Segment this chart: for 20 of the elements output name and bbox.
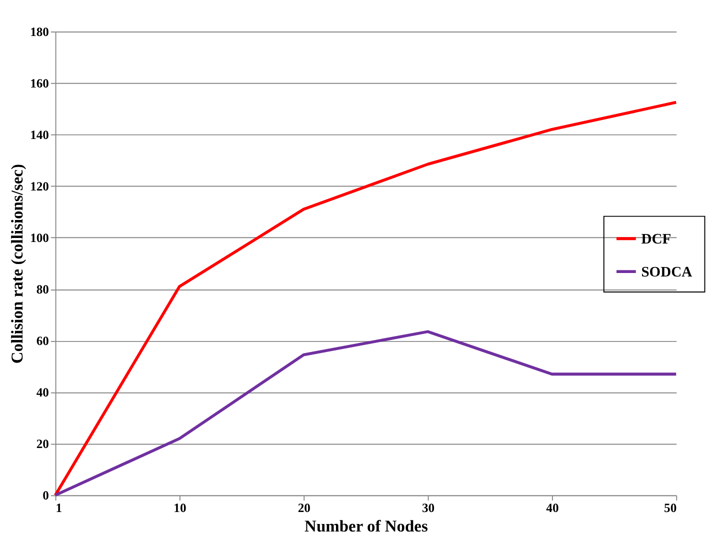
x-tick-label: 40 — [546, 501, 559, 516]
y-tick-label: 60 — [36, 334, 49, 348]
legend-label: DCF — [641, 231, 672, 248]
y-tick-label: 180 — [30, 24, 49, 39]
x-tick-label: 50 — [664, 501, 677, 516]
legend-label: SODCA — [641, 264, 693, 280]
y-axis-title: Collision rate (collisions/sec) — [7, 164, 26, 364]
y-tick-label: 20 — [36, 437, 49, 452]
y-tick-label: 80 — [36, 282, 49, 296]
y-tick-label: 100 — [30, 230, 49, 245]
y-tick-label: 40 — [36, 386, 49, 400]
y-tick-label: 120 — [30, 179, 49, 194]
x-tick-label: 20 — [298, 501, 310, 516]
x-tick-label: 30 — [422, 501, 435, 516]
y-tick-label: 140 — [30, 128, 49, 142]
x-tick-label: 10 — [174, 501, 186, 516]
y-tick-label: 0 — [42, 488, 49, 503]
y-tick-label: 160 — [30, 76, 49, 90]
x-axis-title: Number of Nodes — [304, 516, 428, 536]
x-tick-label: 1 — [56, 501, 62, 516]
